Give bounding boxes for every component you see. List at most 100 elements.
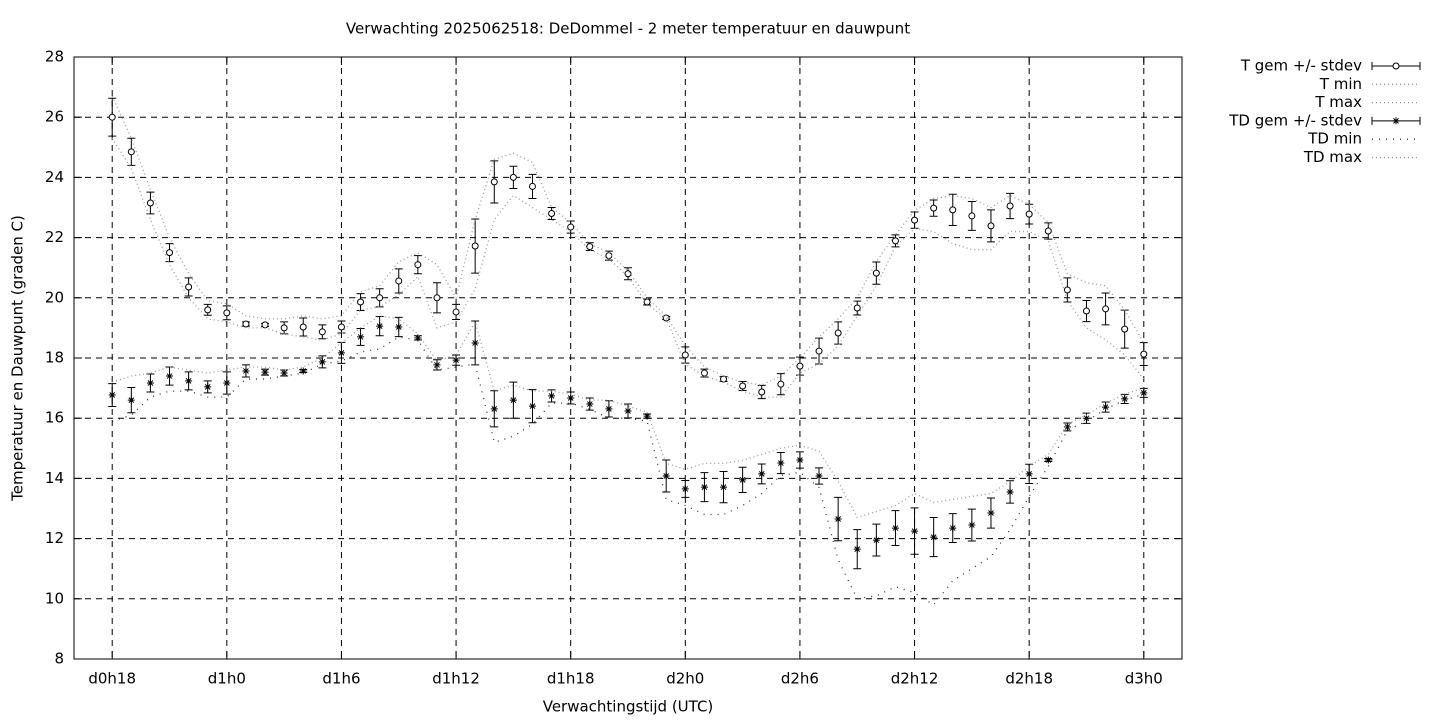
point [853, 304, 861, 312]
point [376, 322, 384, 330]
point [242, 320, 250, 328]
point [376, 294, 384, 302]
y-axis-label: Temperatuur en Dauwpunt (graden C) [9, 215, 27, 502]
point [204, 383, 212, 391]
point [853, 545, 861, 553]
point [911, 527, 919, 535]
point [357, 333, 365, 341]
point [758, 388, 766, 396]
point [1082, 414, 1090, 422]
point [739, 382, 747, 390]
point [739, 476, 747, 484]
x-tick-label: d1h12 [432, 670, 480, 688]
point [930, 533, 938, 541]
point [166, 372, 174, 380]
point [777, 380, 785, 388]
point [223, 379, 231, 387]
point [509, 396, 517, 404]
point [223, 309, 231, 317]
point [700, 483, 708, 491]
point [643, 412, 651, 420]
y-tick-label: 18 [45, 349, 64, 367]
point [643, 298, 651, 306]
point [1140, 389, 1148, 397]
legend-label: T max [1314, 93, 1362, 111]
point [299, 323, 307, 331]
legend-label: TD min [1307, 130, 1362, 148]
point [700, 369, 708, 377]
point [261, 321, 269, 329]
point [548, 392, 556, 400]
point [1063, 423, 1071, 431]
legend-label: TD gem +/- stdev [1228, 111, 1362, 129]
point [242, 367, 250, 375]
y-tick-label: 24 [45, 168, 64, 186]
point [1102, 403, 1110, 411]
x-tick-label: d2h6 [781, 670, 819, 688]
y-tick-label: 8 [54, 650, 64, 668]
point [452, 308, 460, 316]
y-tick-label: 20 [45, 288, 64, 306]
legend-label: TD max [1303, 148, 1362, 166]
series-line [112, 336, 1144, 606]
point [108, 113, 116, 121]
legend-label: T gem +/- stdev [1240, 57, 1362, 75]
point [548, 210, 556, 218]
point [758, 470, 766, 478]
point [1006, 202, 1014, 210]
point [490, 405, 498, 413]
point [127, 148, 135, 156]
y-tick-label: 12 [45, 529, 64, 547]
point [949, 206, 957, 214]
point [185, 283, 193, 291]
point [528, 402, 536, 410]
point [777, 459, 785, 467]
point [567, 223, 575, 231]
x-axis-label: Verwachtingstijd (UTC) [543, 698, 714, 716]
point [204, 306, 212, 314]
chart-title: Verwachting 2025062518: DeDommel - 2 met… [346, 20, 910, 38]
x-tick-label: d2h0 [666, 670, 704, 688]
point [414, 261, 422, 269]
point [452, 356, 460, 364]
point [872, 269, 880, 277]
point [567, 394, 575, 402]
point [815, 472, 823, 480]
point [1025, 210, 1033, 218]
point [968, 521, 976, 529]
point [337, 349, 345, 357]
point [528, 182, 536, 190]
point [911, 216, 919, 224]
x-tick-label: d3h0 [1125, 670, 1163, 688]
point [471, 242, 479, 250]
legend-marker [1392, 117, 1400, 125]
x-tick-label: d1h0 [208, 670, 246, 688]
y-tick-label: 28 [45, 48, 64, 66]
point [146, 199, 154, 207]
point [1044, 227, 1052, 235]
point [280, 369, 288, 377]
point [509, 173, 517, 181]
point [681, 485, 689, 493]
point [834, 329, 842, 337]
point [395, 323, 403, 331]
legend-label: T min [1319, 75, 1362, 93]
point [1082, 307, 1090, 315]
point [471, 339, 479, 347]
point [127, 396, 135, 404]
point [1121, 395, 1129, 403]
x-tick-label: d0h18 [88, 670, 136, 688]
point [433, 361, 441, 369]
point [1044, 456, 1052, 464]
point [720, 375, 728, 383]
point [1025, 470, 1033, 478]
y-tick-label: 16 [45, 409, 64, 427]
point [146, 379, 154, 387]
point [624, 407, 632, 415]
point [968, 212, 976, 220]
y-tick-label: 14 [45, 469, 64, 487]
point [605, 252, 613, 260]
point [280, 324, 288, 332]
point [261, 368, 269, 376]
